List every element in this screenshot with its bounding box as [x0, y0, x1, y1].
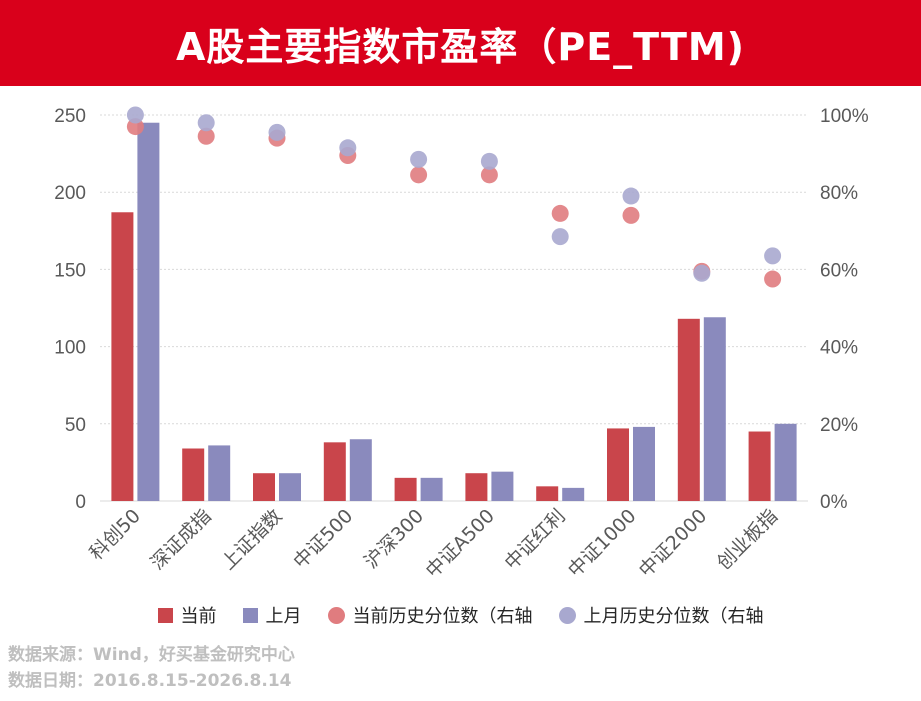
bar-current [394, 477, 417, 501]
bar-last-month [208, 445, 231, 501]
bar-last-month [349, 439, 372, 501]
bar-last-month [279, 473, 301, 501]
dot-current-percentile [622, 206, 640, 224]
dot-last-month-percentile [551, 228, 569, 246]
dot-current-percentile [764, 270, 782, 288]
dot-current-percentile [197, 127, 215, 145]
bar-current [677, 318, 700, 501]
y-right-tick-label: 80% [820, 183, 858, 204]
legend-label-current: 当前 [180, 606, 217, 627]
bar-current [111, 212, 134, 501]
bar-last-month [420, 477, 443, 501]
legend-swatch-last-month [242, 607, 258, 623]
legend-item-current: 当前 [157, 602, 217, 628]
x-category-label: 沪深300 [360, 505, 428, 573]
bar-last-month [137, 122, 160, 501]
dot-last-month-percentile [339, 139, 357, 157]
bar-current [182, 448, 205, 501]
y-right-tick-label: 0% [820, 492, 848, 513]
legend-item-last-month-percentile: 上月历史分位数（右轴 [558, 602, 764, 628]
legend: 当前 上月 当前历史分位数（右轴 上月历史分位数（右轴 [0, 598, 921, 632]
x-category-label: 深证成指 [146, 505, 215, 574]
legend-label-current-percentile: 当前历史分位数（右轴 [352, 606, 533, 627]
bar-current [465, 473, 488, 501]
x-category-label: 中证红利 [500, 505, 569, 574]
dot-last-month-percentile [480, 152, 498, 170]
x-category-label: 中证1000 [564, 505, 641, 582]
dot-last-month-percentile [197, 114, 215, 132]
dot-last-month-percentile [126, 106, 144, 124]
dot-last-month-percentile [764, 247, 782, 265]
y-right-tick-label: 60% [820, 260, 858, 281]
legend-swatch-current-percentile [327, 606, 345, 624]
x-category-label: 中证2000 [635, 505, 712, 582]
dot-current-percentile [480, 166, 498, 184]
y-left-tick-label: 200 [54, 183, 86, 204]
legend-label-last-month: 上月 [265, 606, 302, 627]
data-date: 数据日期：2016.8.15-2026.8.14 [8, 671, 292, 691]
y-left-tick-label: 150 [54, 260, 86, 281]
legend-item-last-month: 上月 [242, 602, 302, 628]
x-category-label: 中证500 [289, 505, 357, 573]
bar-current [536, 486, 559, 501]
bar-current [748, 431, 771, 501]
dot-current-percentile [410, 166, 428, 184]
footer-notes: 数据来源：Wind，好买基金研究中心 数据日期：2016.8.15-2026.8… [8, 642, 295, 694]
y-left-tick-label: 250 [54, 106, 86, 127]
x-category-label: 中证A500 [422, 505, 499, 582]
data-source: 数据来源：Wind，好买基金研究中心 [8, 645, 295, 665]
y-right-tick-label: 40% [820, 338, 858, 359]
dot-last-month-percentile [622, 187, 640, 205]
chart-title: A股主要指数市盈率（PE_TTM) [175, 24, 746, 69]
bar-last-month [633, 426, 655, 501]
dot-last-month-percentile [410, 150, 428, 168]
legend-swatch-current [157, 607, 173, 623]
bar-last-month [703, 317, 726, 501]
pe-chart: 0 0% 50 20% 100 40% 150 60% 200 80% 250 100% 科创50 深证成… [54, 106, 869, 582]
bar-last-month [774, 423, 797, 501]
x-category-label: 上证指数 [217, 505, 286, 574]
y-right-tick-label: 100% [820, 106, 869, 127]
bar-current [253, 473, 275, 501]
dot-last-month-percentile [693, 264, 711, 282]
legend-label-last-month-percentile: 上月历史分位数（右轴 [583, 606, 764, 627]
y-left-tick-label: 0 [75, 492, 86, 513]
title-banner: A股主要指数市盈率（PE_TTM) [0, 0, 921, 86]
legend-swatch-last-month-percentile [558, 606, 576, 624]
x-category-label: 创业板指 [713, 505, 782, 574]
bar-last-month [562, 487, 585, 501]
dot-last-month-percentile [268, 123, 286, 141]
x-category-label: 科创50 [85, 505, 145, 565]
dot-current-percentile [551, 204, 569, 222]
legend-item-current-percentile: 当前历史分位数（右轴 [327, 602, 533, 628]
bar-current [607, 428, 629, 501]
bar-current [323, 442, 346, 501]
y-left-tick-label: 100 [54, 338, 86, 359]
y-right-tick-label: 20% [820, 415, 858, 436]
y-left-tick-label: 50 [65, 415, 86, 436]
bar-last-month [491, 471, 514, 501]
